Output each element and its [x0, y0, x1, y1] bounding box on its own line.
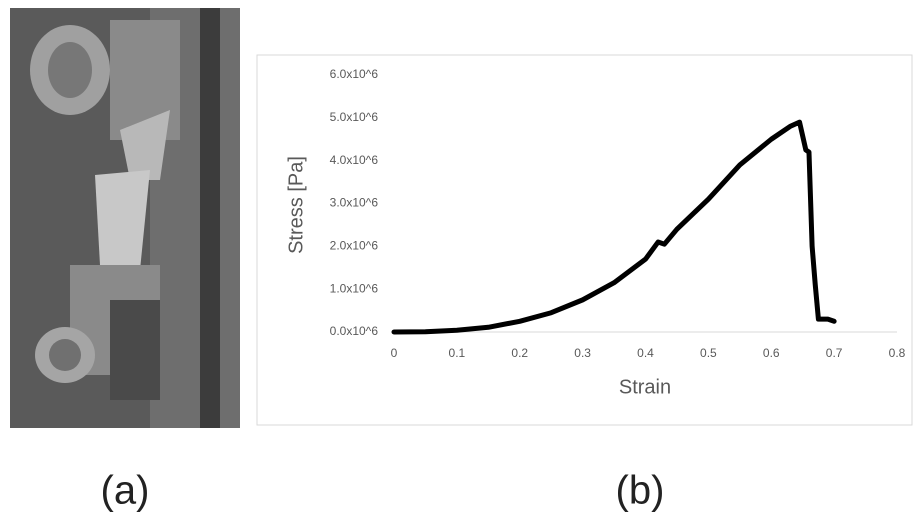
x-tick-label: 0.7	[826, 346, 843, 360]
y-tick-label: 1.0x10^6	[330, 281, 379, 295]
x-axis-title: Strain	[619, 376, 671, 398]
x-tick-label: 0.1	[449, 346, 466, 360]
y-tick-label: 2.0x10^6	[330, 239, 379, 253]
x-tick-label: 0	[391, 346, 398, 360]
x-tick-label: 0.6	[763, 346, 780, 360]
panel-label: (b)	[616, 469, 665, 513]
photo	[10, 8, 240, 428]
x-tick-label: 0.5	[700, 346, 717, 360]
chart: Stress [Pa] Strain 0.0x10^6 1.0x10^6 2.0x1…	[285, 67, 905, 398]
x-tick-label: 0.3	[574, 346, 591, 360]
panel-label: (a)	[101, 469, 150, 513]
chart-frame	[256, 54, 913, 426]
y-axis-title: Stress [Pa]	[285, 156, 307, 254]
x-tick-label: 0.2	[511, 346, 528, 360]
y-tick-label: 4.0x10^6	[330, 153, 379, 167]
x-tick-label: 0.4	[637, 346, 654, 360]
x-tick-label: 0.8	[889, 346, 906, 360]
y-tick-label: 3.0x10^6	[330, 196, 379, 210]
y-tick-label: 5.0x10^6	[330, 110, 379, 124]
y-tick-label: 0.0x10^6	[330, 324, 379, 338]
y-tick-label: 6.0x10^6	[330, 67, 379, 81]
data-line	[391, 119, 837, 335]
